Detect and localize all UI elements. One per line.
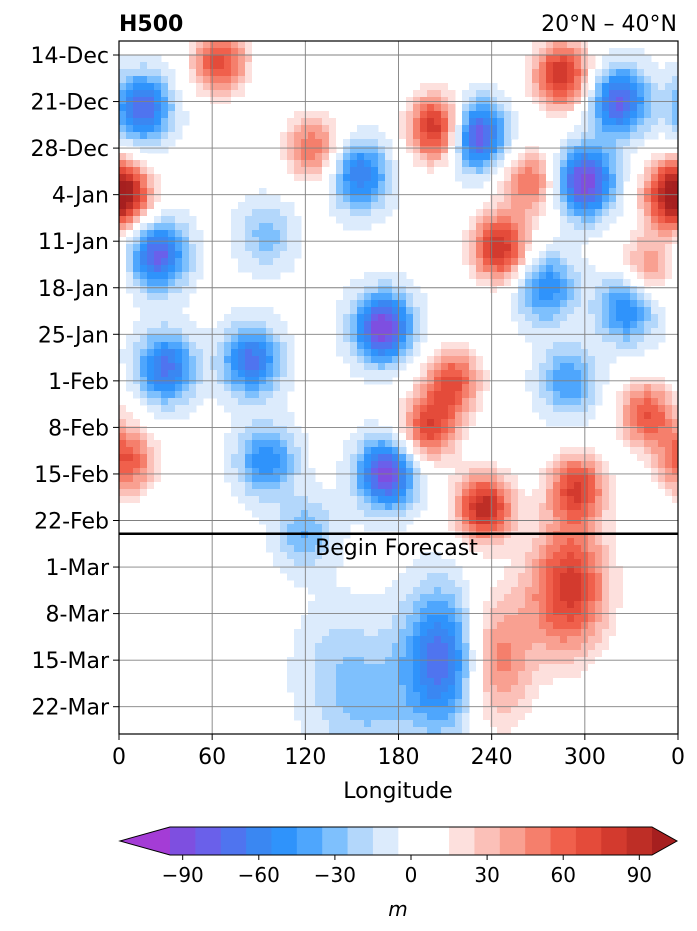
colorbar-bin	[474, 827, 501, 855]
colorbar-bin	[372, 827, 399, 855]
colorbar-tick-label: 60	[550, 863, 575, 887]
colorbar-bin	[296, 827, 323, 855]
x-tick-label: 120	[284, 745, 326, 770]
colorbar-tick-label: 30	[474, 863, 499, 887]
y-tick-label: 8-Mar	[46, 603, 110, 628]
colorbar-bin	[499, 827, 526, 855]
begin-forecast-annotation: Begin Forecast	[315, 536, 478, 561]
chart-title: H500	[119, 12, 183, 37]
colorbar-label: m	[388, 897, 407, 921]
y-tick-label: 21-Dec	[30, 91, 109, 116]
colorbar-tick-label: −90	[162, 863, 204, 887]
y-tick-label: 25-Jan	[38, 323, 109, 348]
y-axis: 14-Dec 21-Dec 28-Dec 4-Jan 11-Jan 18-Jan 25-Ja…	[30, 44, 119, 721]
colorbar-bin	[550, 827, 577, 855]
colorbar-extend-low	[120, 827, 170, 855]
x-tick-label: 0	[112, 745, 126, 770]
y-tick-label: 22-Feb	[34, 510, 109, 535]
colorbar-bin	[347, 827, 374, 855]
colorbar-bin	[525, 827, 551, 855]
grid-lines	[119, 41, 678, 734]
x-tick-label: 0	[671, 745, 685, 770]
x-tick-label: 240	[471, 745, 513, 770]
y-tick-label: 1-Feb	[48, 370, 109, 395]
colorbar-tick-label: 90	[627, 863, 652, 887]
x-axis-label: Longitude	[343, 779, 452, 804]
y-tick-label: 28-Dec	[30, 137, 109, 162]
colorbar-bin	[575, 827, 602, 855]
latitude-band-label: 20°N – 40°N	[541, 12, 677, 37]
colorbar-bin	[220, 827, 247, 855]
colorbar-outline	[118, 826, 679, 856]
y-tick-label: 4-Jan	[52, 184, 109, 209]
y-tick-label: 11-Jan	[38, 230, 109, 255]
colorbar-bin	[195, 827, 222, 855]
y-tick-label: 1-Mar	[46, 556, 110, 581]
colorbar-extend-high	[652, 827, 677, 855]
y-tick-label: 22-Mar	[32, 696, 110, 721]
colorbar-bin	[322, 827, 348, 855]
colorbar-bin	[601, 827, 628, 855]
heatmap-field	[119, 41, 678, 734]
colorbar-bin	[398, 827, 425, 855]
colorbar-bin	[626, 827, 653, 855]
y-tick-label: 15-Mar	[32, 649, 110, 674]
colorbar-tick-label: −60	[238, 863, 280, 887]
y-tick-label: 14-Dec	[30, 44, 109, 69]
colorbar: −90 −60 −30 0 30 60 90	[118, 826, 679, 887]
y-tick-label: 8-Feb	[48, 416, 109, 441]
colorbar-bin	[170, 827, 196, 855]
colorbar-tick-label: 0	[405, 863, 418, 887]
y-tick-label: 18-Jan	[38, 277, 109, 302]
y-tick-label: 15-Feb	[34, 463, 109, 488]
x-axis: 0 60 120 180 240 300 0	[112, 734, 685, 770]
colorbar-bin	[271, 827, 298, 855]
colorbar-bin	[449, 827, 475, 855]
x-tick-label: 60	[198, 745, 226, 770]
colorbar-tick-label: −30	[314, 863, 356, 887]
x-tick-label: 300	[564, 745, 606, 770]
colorbar-bin	[423, 827, 450, 855]
x-tick-label: 180	[378, 745, 420, 770]
colorbar-bin	[246, 827, 272, 855]
